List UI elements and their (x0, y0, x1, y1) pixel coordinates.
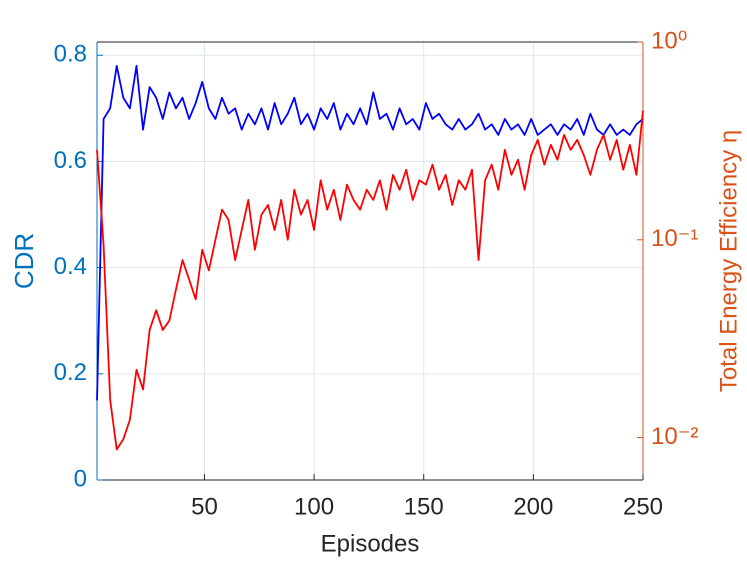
y2-tick-label: 10⁻² (651, 423, 698, 450)
y-tick-label: 0.8 (54, 41, 87, 68)
x-tick-label: 100 (294, 493, 334, 520)
y-tick-label: 0.6 (54, 147, 87, 174)
x-axis-label: Episodes (321, 530, 420, 557)
x-tick-label: 50 (191, 493, 218, 520)
y-tick-label: 0.2 (54, 359, 87, 386)
y-tick-label: 0 (74, 465, 87, 492)
y-axis-label: CDR (9, 233, 39, 289)
y2-axis-label: Total Energy Efficiency η (715, 130, 742, 392)
data-line (96, 64, 644, 401)
data-line (96, 110, 644, 451)
y-tick-label: 0.4 (54, 253, 87, 280)
x-tick-label: 250 (623, 493, 663, 520)
x-tick-label: 200 (513, 493, 553, 520)
x-tick-label: 150 (404, 493, 444, 520)
y2-tick-label: 10⁻¹ (651, 225, 698, 252)
y2-tick-label: 10⁰ (651, 27, 687, 54)
